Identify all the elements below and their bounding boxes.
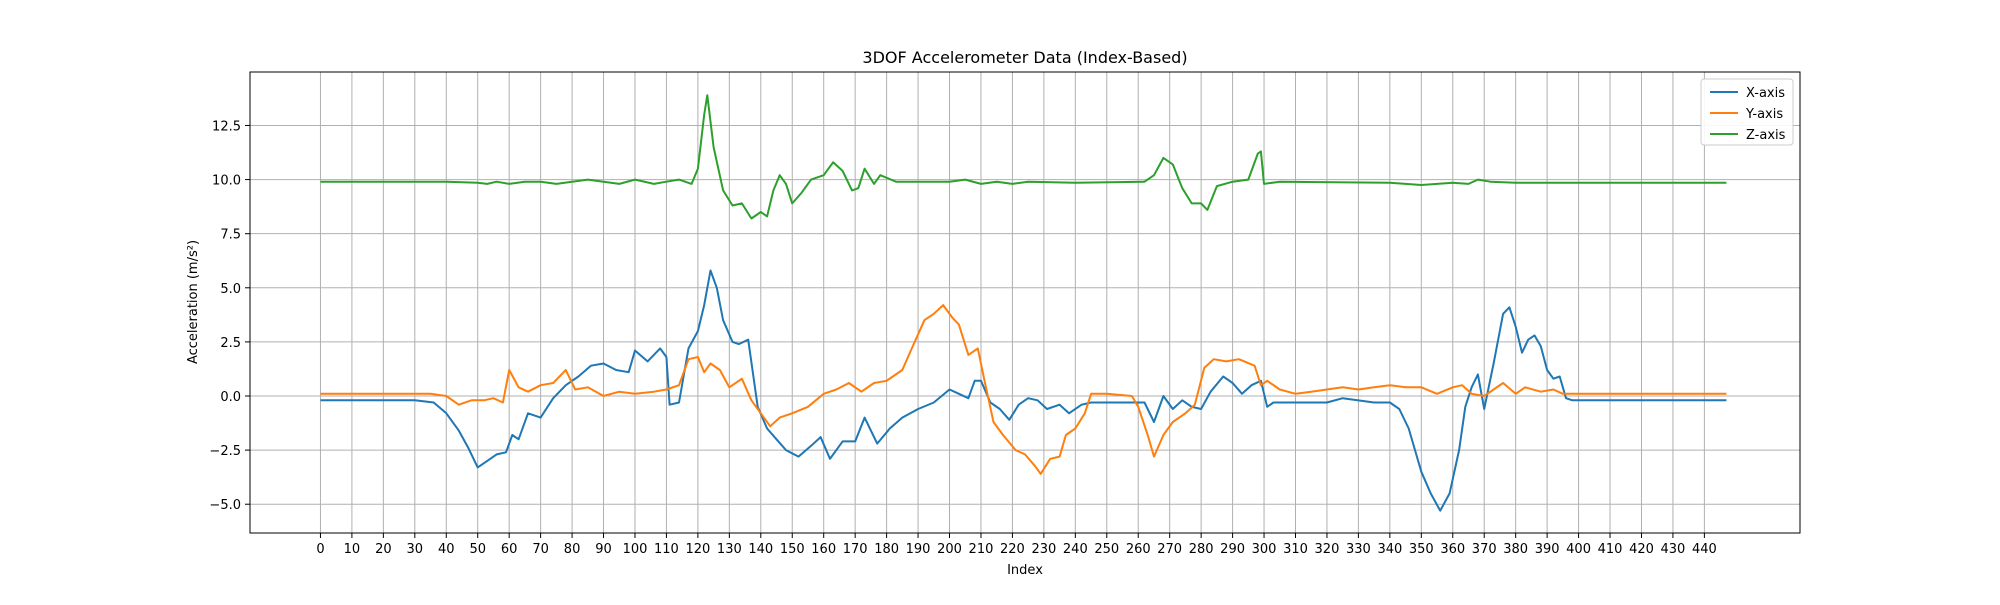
x-tick-label: 340 (1377, 542, 1402, 557)
y-tick-label: 12.5 (212, 119, 241, 134)
x-tick-label: 430 (1661, 542, 1686, 557)
grid (250, 72, 1800, 533)
x-tick-label: 350 (1409, 542, 1434, 557)
legend-label: Y-axis (1745, 107, 1783, 122)
x-tick-label: 410 (1598, 542, 1623, 557)
x-tick-label: 270 (1157, 542, 1182, 557)
x-tick-label: 100 (623, 542, 648, 557)
x-tick-label: 50 (469, 542, 486, 557)
x-tick-label: 70 (532, 542, 549, 557)
legend-box (1700, 78, 1794, 146)
x-tick-label: 330 (1346, 542, 1371, 557)
x-tick-label: 320 (1315, 542, 1340, 557)
x-tick-label: 110 (654, 542, 679, 557)
x-tick-label: 200 (937, 542, 962, 557)
x-axis-label: Index (1007, 563, 1043, 578)
x-tick-label: 400 (1566, 542, 1591, 557)
x-tick-label: 170 (843, 542, 868, 557)
x-tick-label: 130 (717, 542, 742, 557)
x-tick-label: 230 (1031, 542, 1056, 557)
x-tick-label: 140 (748, 542, 773, 557)
y-tick-label: 10.0 (212, 174, 241, 189)
x-tick-label: 380 (1503, 542, 1528, 557)
x-tick-label: 360 (1440, 542, 1465, 557)
y-tick-label: 5.0 (220, 282, 241, 297)
legend: X-axis Y-axis Z-axis (1700, 78, 1794, 146)
x-tick-label: 280 (1189, 542, 1214, 557)
y-tick-label: −2.5 (209, 444, 241, 459)
x-tick-label: 150 (780, 542, 805, 557)
x-tick-label: 310 (1283, 542, 1308, 557)
x-tick-label: 370 (1472, 542, 1497, 557)
y-tick-label: 0.0 (220, 390, 241, 405)
plot-frame (249, 71, 1801, 534)
x-tick-label: 300 (1252, 542, 1277, 557)
x-tick-label: 30 (407, 542, 424, 557)
x-tick-label: 290 (1220, 542, 1245, 557)
x-tick-label: 20 (375, 542, 392, 557)
x-tick-label: 440 (1692, 542, 1717, 557)
series-line-y-axis (320, 304, 1727, 475)
y-tick-label: 7.5 (220, 228, 241, 243)
series-line-x-axis (320, 269, 1727, 512)
chart-title: 3DOF Accelerometer Data (Index-Based) (862, 48, 1187, 67)
y-tick-label: −5.0 (209, 498, 241, 513)
legend-label: X-axis (1746, 86, 1785, 101)
legend-label: Z-axis (1746, 128, 1786, 143)
y-axis-ticks: −5.0 −2.5 0.0 2.5 5.0 7.5 10.0 12.5 (209, 119, 250, 513)
series-lines (320, 94, 1727, 512)
x-tick-label: 260 (1126, 542, 1151, 557)
x-tick-label: 160 (811, 542, 836, 557)
x-tick-label: 80 (564, 542, 581, 557)
x-tick-label: 210 (969, 542, 994, 557)
x-tick-label: 390 (1535, 542, 1560, 557)
x-tick-label: 90 (595, 542, 612, 557)
x-tick-label: 240 (1063, 542, 1088, 557)
x-tick-label: 0 (316, 542, 324, 557)
x-tick-label: 180 (874, 542, 899, 557)
x-tick-label: 420 (1629, 542, 1654, 557)
series-line-z-axis (320, 94, 1727, 220)
x-tick-label: 220 (1000, 542, 1025, 557)
legend-items: X-axis Y-axis Z-axis (1710, 86, 1786, 143)
x-tick-label: 60 (501, 542, 518, 557)
x-tick-label: 190 (906, 542, 931, 557)
x-axis-ticks: 0 10 20 30 40 50 60 70 80 90 100 110 120 130 140 150 160… (316, 533, 1717, 557)
y-tick-label: 2.5 (220, 336, 241, 351)
y-axis-label: Acceleration (m/s²) (186, 240, 201, 364)
x-tick-label: 10 (344, 542, 361, 557)
x-tick-label: 120 (685, 542, 710, 557)
x-tick-label: 40 (438, 542, 455, 557)
x-tick-label: 250 (1094, 542, 1119, 557)
